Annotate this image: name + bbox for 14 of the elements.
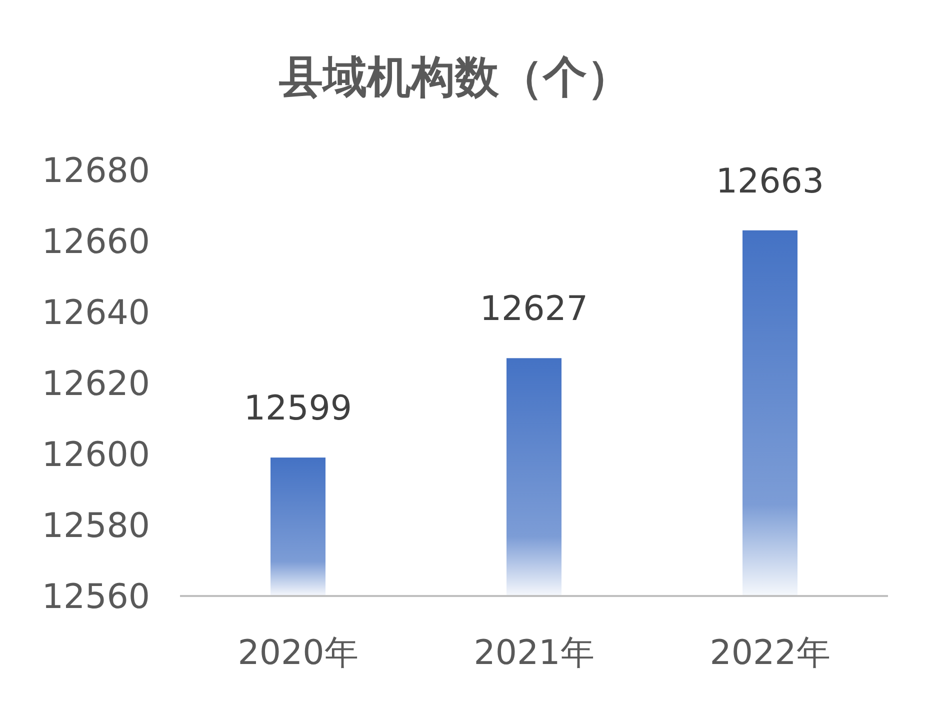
data-label: 12627 xyxy=(480,289,588,330)
y-tick-label: 12620 xyxy=(42,364,150,404)
y-tick-label: 12560 xyxy=(42,577,150,617)
x-tick-label: 2021年 xyxy=(474,633,594,673)
data-label: 12663 xyxy=(716,161,824,202)
y-tick-label: 12640 xyxy=(42,293,150,333)
y-tick-label: 12600 xyxy=(42,435,150,475)
x-tick-label: 2022年 xyxy=(710,633,830,673)
chart-title: 县域机构数（个） xyxy=(278,52,631,103)
data-label: 12599 xyxy=(244,388,352,429)
y-tick-label: 12660 xyxy=(42,222,150,262)
y-tick-label: 12680 xyxy=(42,151,150,191)
x-tick-label: 2020年 xyxy=(238,633,358,673)
y-tick-label: 12580 xyxy=(42,506,150,546)
